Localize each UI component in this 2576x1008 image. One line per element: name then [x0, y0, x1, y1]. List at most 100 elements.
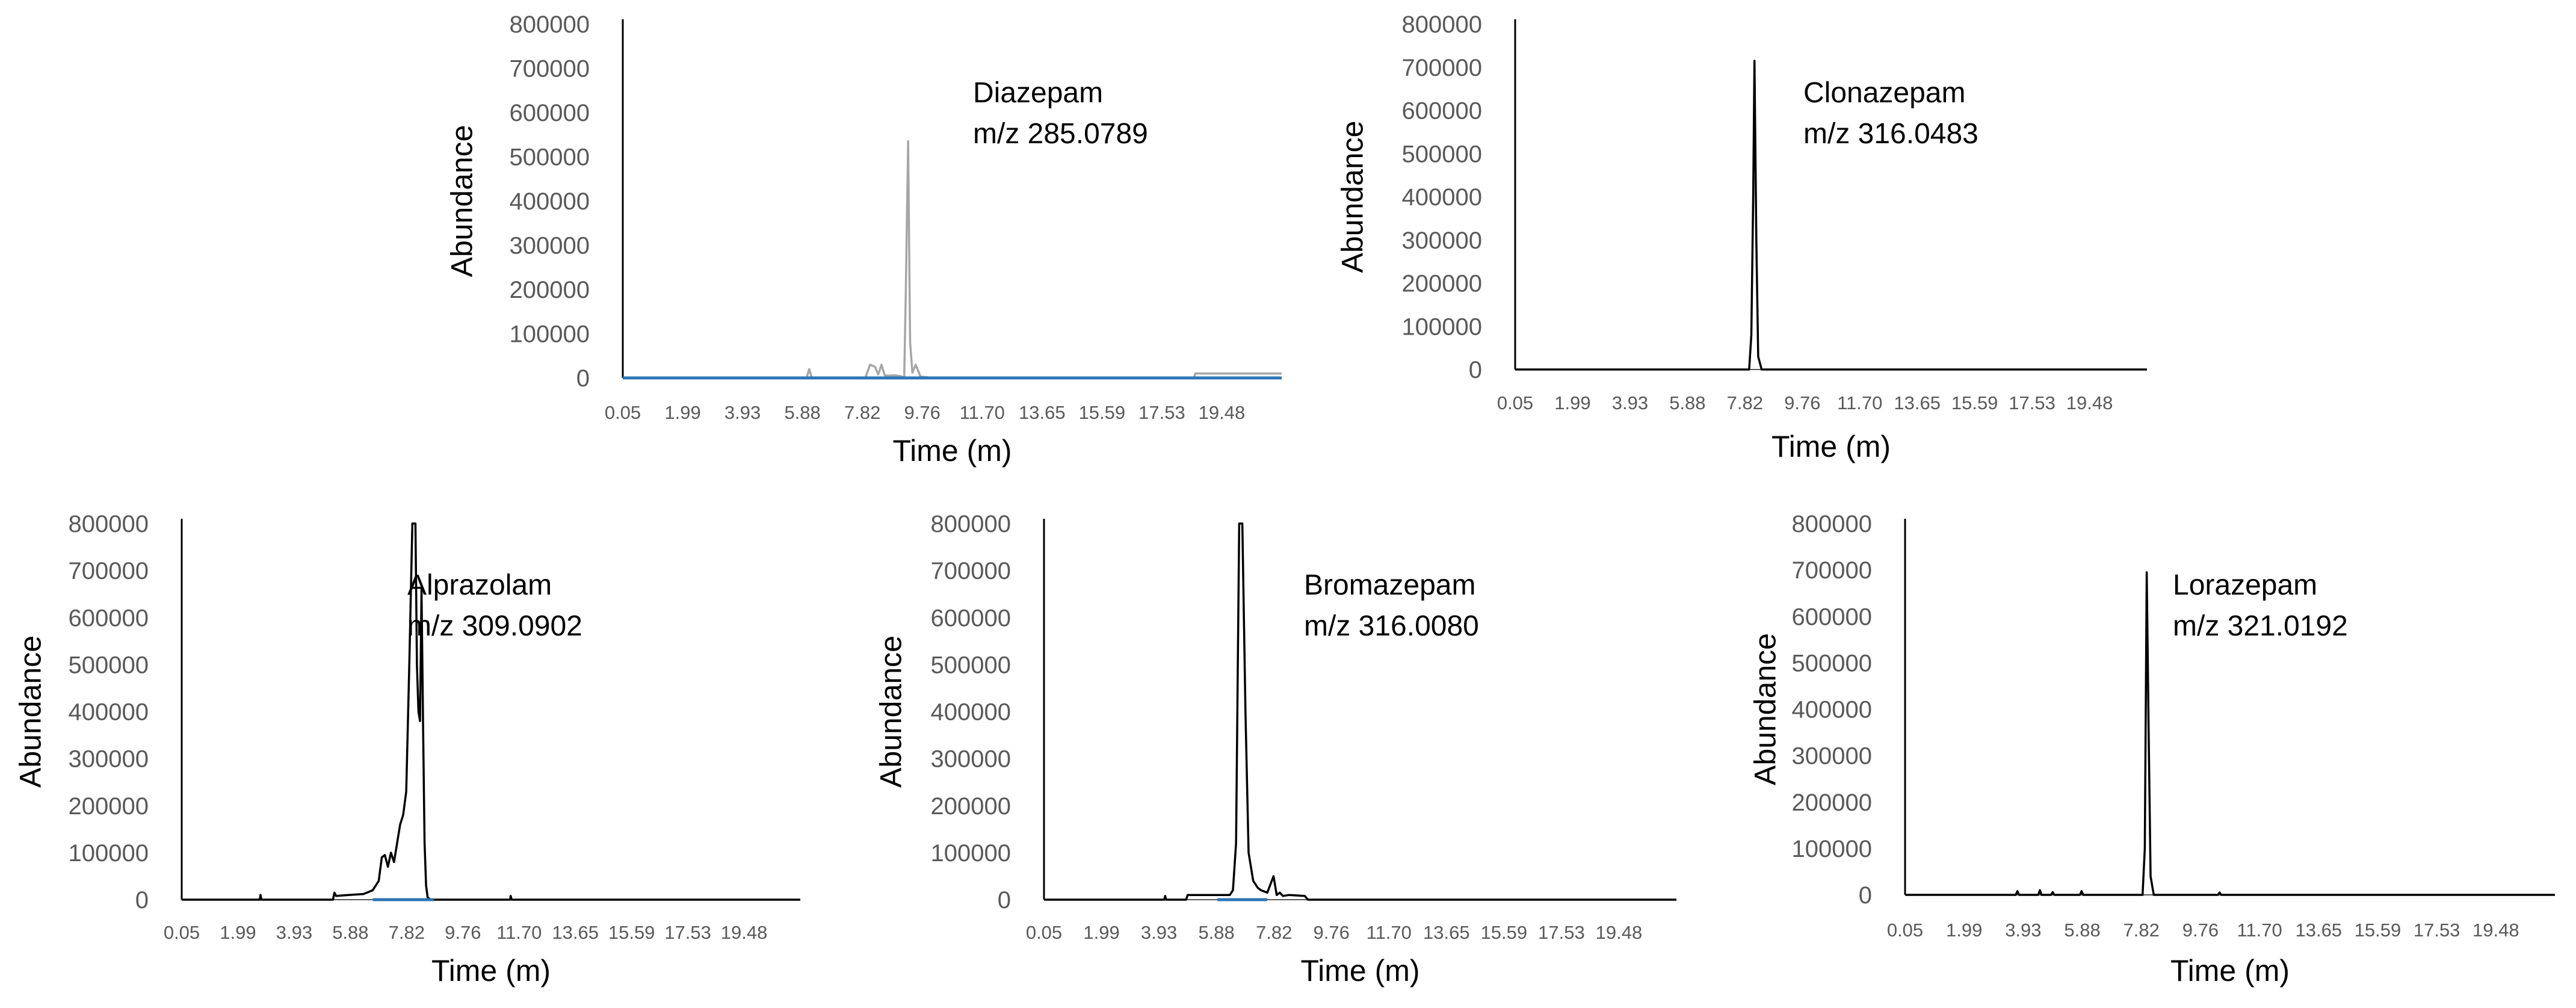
x-tick-label: 17.53: [1538, 922, 1585, 943]
chromatogram-series: [1044, 522, 1676, 901]
y-tick-label: 200000: [1402, 271, 1482, 297]
y-tick-label: 100000: [1402, 314, 1482, 340]
chart-panel-clonazepam: 0 100000 200000 300000 400000 500000 600000 700…: [1336, 11, 2147, 463]
y-tick-label: 100000: [510, 321, 590, 348]
x-axis-label: Time (m): [892, 434, 1012, 468]
x-tick-label: 19.48: [2473, 920, 2519, 941]
y-tick-label: 0: [998, 887, 1011, 914]
y-tick-label: 0: [576, 365, 590, 392]
x-tick-label: 5.88: [332, 922, 368, 943]
x-tick-label: 13.65: [1423, 922, 1470, 943]
y-tick-label: 200000: [69, 793, 149, 820]
y-tick-label: 500000: [931, 652, 1011, 678]
y-tick-label: 800000: [1792, 511, 1872, 537]
x-tick-label: 1.99: [1554, 392, 1590, 413]
y-tick-label: 700000: [510, 56, 590, 82]
y-tick-label: 700000: [1402, 55, 1482, 81]
y-axis-label: Abundance: [874, 635, 908, 788]
y-tick-label: 300000: [1402, 227, 1482, 254]
x-tick-label: 11.70: [1367, 922, 1412, 943]
x-tick-label: 15.59: [2355, 920, 2401, 941]
y-tick-label: 800000: [1402, 11, 1482, 38]
x-tick-label: 1.99: [1946, 920, 1982, 941]
compound-name-annotation: Lorazepam: [2173, 569, 2317, 601]
y-tick-label: 100000: [931, 840, 1011, 867]
x-tick-label: 19.48: [1199, 402, 1246, 423]
x-tick-label: 0.05: [1887, 920, 1923, 941]
x-tick-label: 17.53: [2009, 392, 2056, 413]
compound-name-annotation: Diazepam: [973, 77, 1103, 109]
y-tick-label: 600000: [931, 605, 1011, 631]
x-tick-label: 11.70: [960, 402, 1005, 423]
y-axis-label: Abundance: [1336, 120, 1370, 273]
y-tick-label: 700000: [931, 558, 1011, 584]
y-tick-label: 300000: [931, 746, 1011, 773]
x-tick-label: 0.05: [1497, 392, 1533, 413]
y-tick-label: 300000: [510, 233, 590, 259]
x-tick-label: 9.76: [2182, 920, 2219, 941]
mz-annotation: m/z 316.0483: [1803, 118, 1978, 150]
x-tick-label: 5.88: [1198, 922, 1234, 943]
x-tick-label: 0.05: [605, 402, 641, 423]
y-tick-label: 700000: [1792, 557, 1872, 584]
chromatogram-series: [1905, 571, 2555, 896]
x-tick-label: 9.76: [445, 922, 481, 943]
y-axis-label: Abundance: [14, 635, 48, 788]
x-tick-label: 7.82: [844, 402, 880, 423]
chart-panel-lorazepam: 0 100000 200000 300000 400000 500000 600000 700…: [1749, 511, 2555, 988]
x-tick-label: 9.76: [1784, 392, 1820, 413]
chromatogram-series: [1515, 60, 2147, 371]
x-tick-label: 15.59: [608, 922, 655, 943]
x-tick-label: 15.59: [1481, 922, 1528, 943]
x-tick-label: 3.93: [724, 402, 761, 423]
chart-panel-alprazolam: 0 100000 200000 300000 400000 500000 600000 700…: [14, 511, 800, 988]
x-tick-label: 0.05: [164, 922, 200, 943]
y-tick-label: 400000: [510, 188, 590, 215]
y-tick-label: 100000: [69, 840, 149, 867]
y-tick-label: 400000: [1792, 697, 1872, 723]
x-tick-label: 17.53: [1138, 402, 1185, 423]
x-tick-label: 1.99: [1083, 922, 1119, 943]
y-tick-label: 600000: [510, 100, 590, 126]
x-tick-label: 19.48: [2066, 392, 2113, 413]
y-tick-label: 800000: [510, 11, 590, 38]
mz-annotation: m/z 285.0789: [973, 118, 1148, 150]
x-axis-label: Time (m): [431, 954, 551, 988]
x-tick-label: 3.93: [1612, 392, 1648, 413]
y-tick-label: 800000: [69, 511, 149, 537]
x-tick-label: 7.82: [389, 922, 425, 943]
x-tick-label: 15.59: [1079, 402, 1126, 423]
x-tick-label: 9.76: [1314, 922, 1350, 943]
y-tick-label: 400000: [1402, 184, 1482, 211]
x-axis-label: Time (m): [1300, 954, 1419, 988]
mz-annotation: m/z 316.0080: [1304, 610, 1479, 642]
x-tick-label: 17.53: [664, 922, 711, 943]
chromatogram-series: [182, 522, 800, 901]
x-tick-label: 3.93: [2005, 920, 2041, 941]
y-tick-label: 200000: [931, 793, 1011, 820]
x-axis-label: Time (m): [2170, 954, 2290, 988]
x-tick-label: 3.93: [1141, 922, 1177, 943]
y-tick-label: 100000: [1792, 836, 1872, 862]
y-tick-label: 200000: [510, 277, 590, 303]
y-tick-label: 700000: [69, 558, 149, 584]
x-tick-label: 7.82: [1256, 922, 1292, 943]
x-tick-label: 13.65: [552, 922, 599, 943]
x-tick-label: 19.48: [1596, 922, 1643, 943]
y-tick-label: 0: [1859, 882, 1872, 909]
x-tick-label: 0.05: [1026, 922, 1062, 943]
x-axis-label: Time (m): [1771, 430, 1891, 463]
y-axis-label: Abundance: [445, 125, 479, 277]
x-tick-label: 7.82: [1727, 392, 1763, 413]
y-tick-label: 300000: [69, 746, 149, 773]
x-tick-label: 13.65: [2295, 920, 2342, 941]
y-tick-label: 0: [1469, 357, 1482, 383]
x-tick-label: 11.70: [1837, 392, 1882, 413]
x-tick-label: 7.82: [2124, 920, 2160, 941]
x-tick-label: 13.65: [1019, 402, 1066, 423]
y-tick-label: 600000: [1402, 98, 1482, 125]
y-tick-label: 800000: [931, 511, 1011, 537]
y-tick-label: 200000: [1792, 790, 1872, 816]
y-tick-label: 500000: [510, 144, 590, 171]
x-tick-label: 11.70: [2237, 920, 2282, 941]
